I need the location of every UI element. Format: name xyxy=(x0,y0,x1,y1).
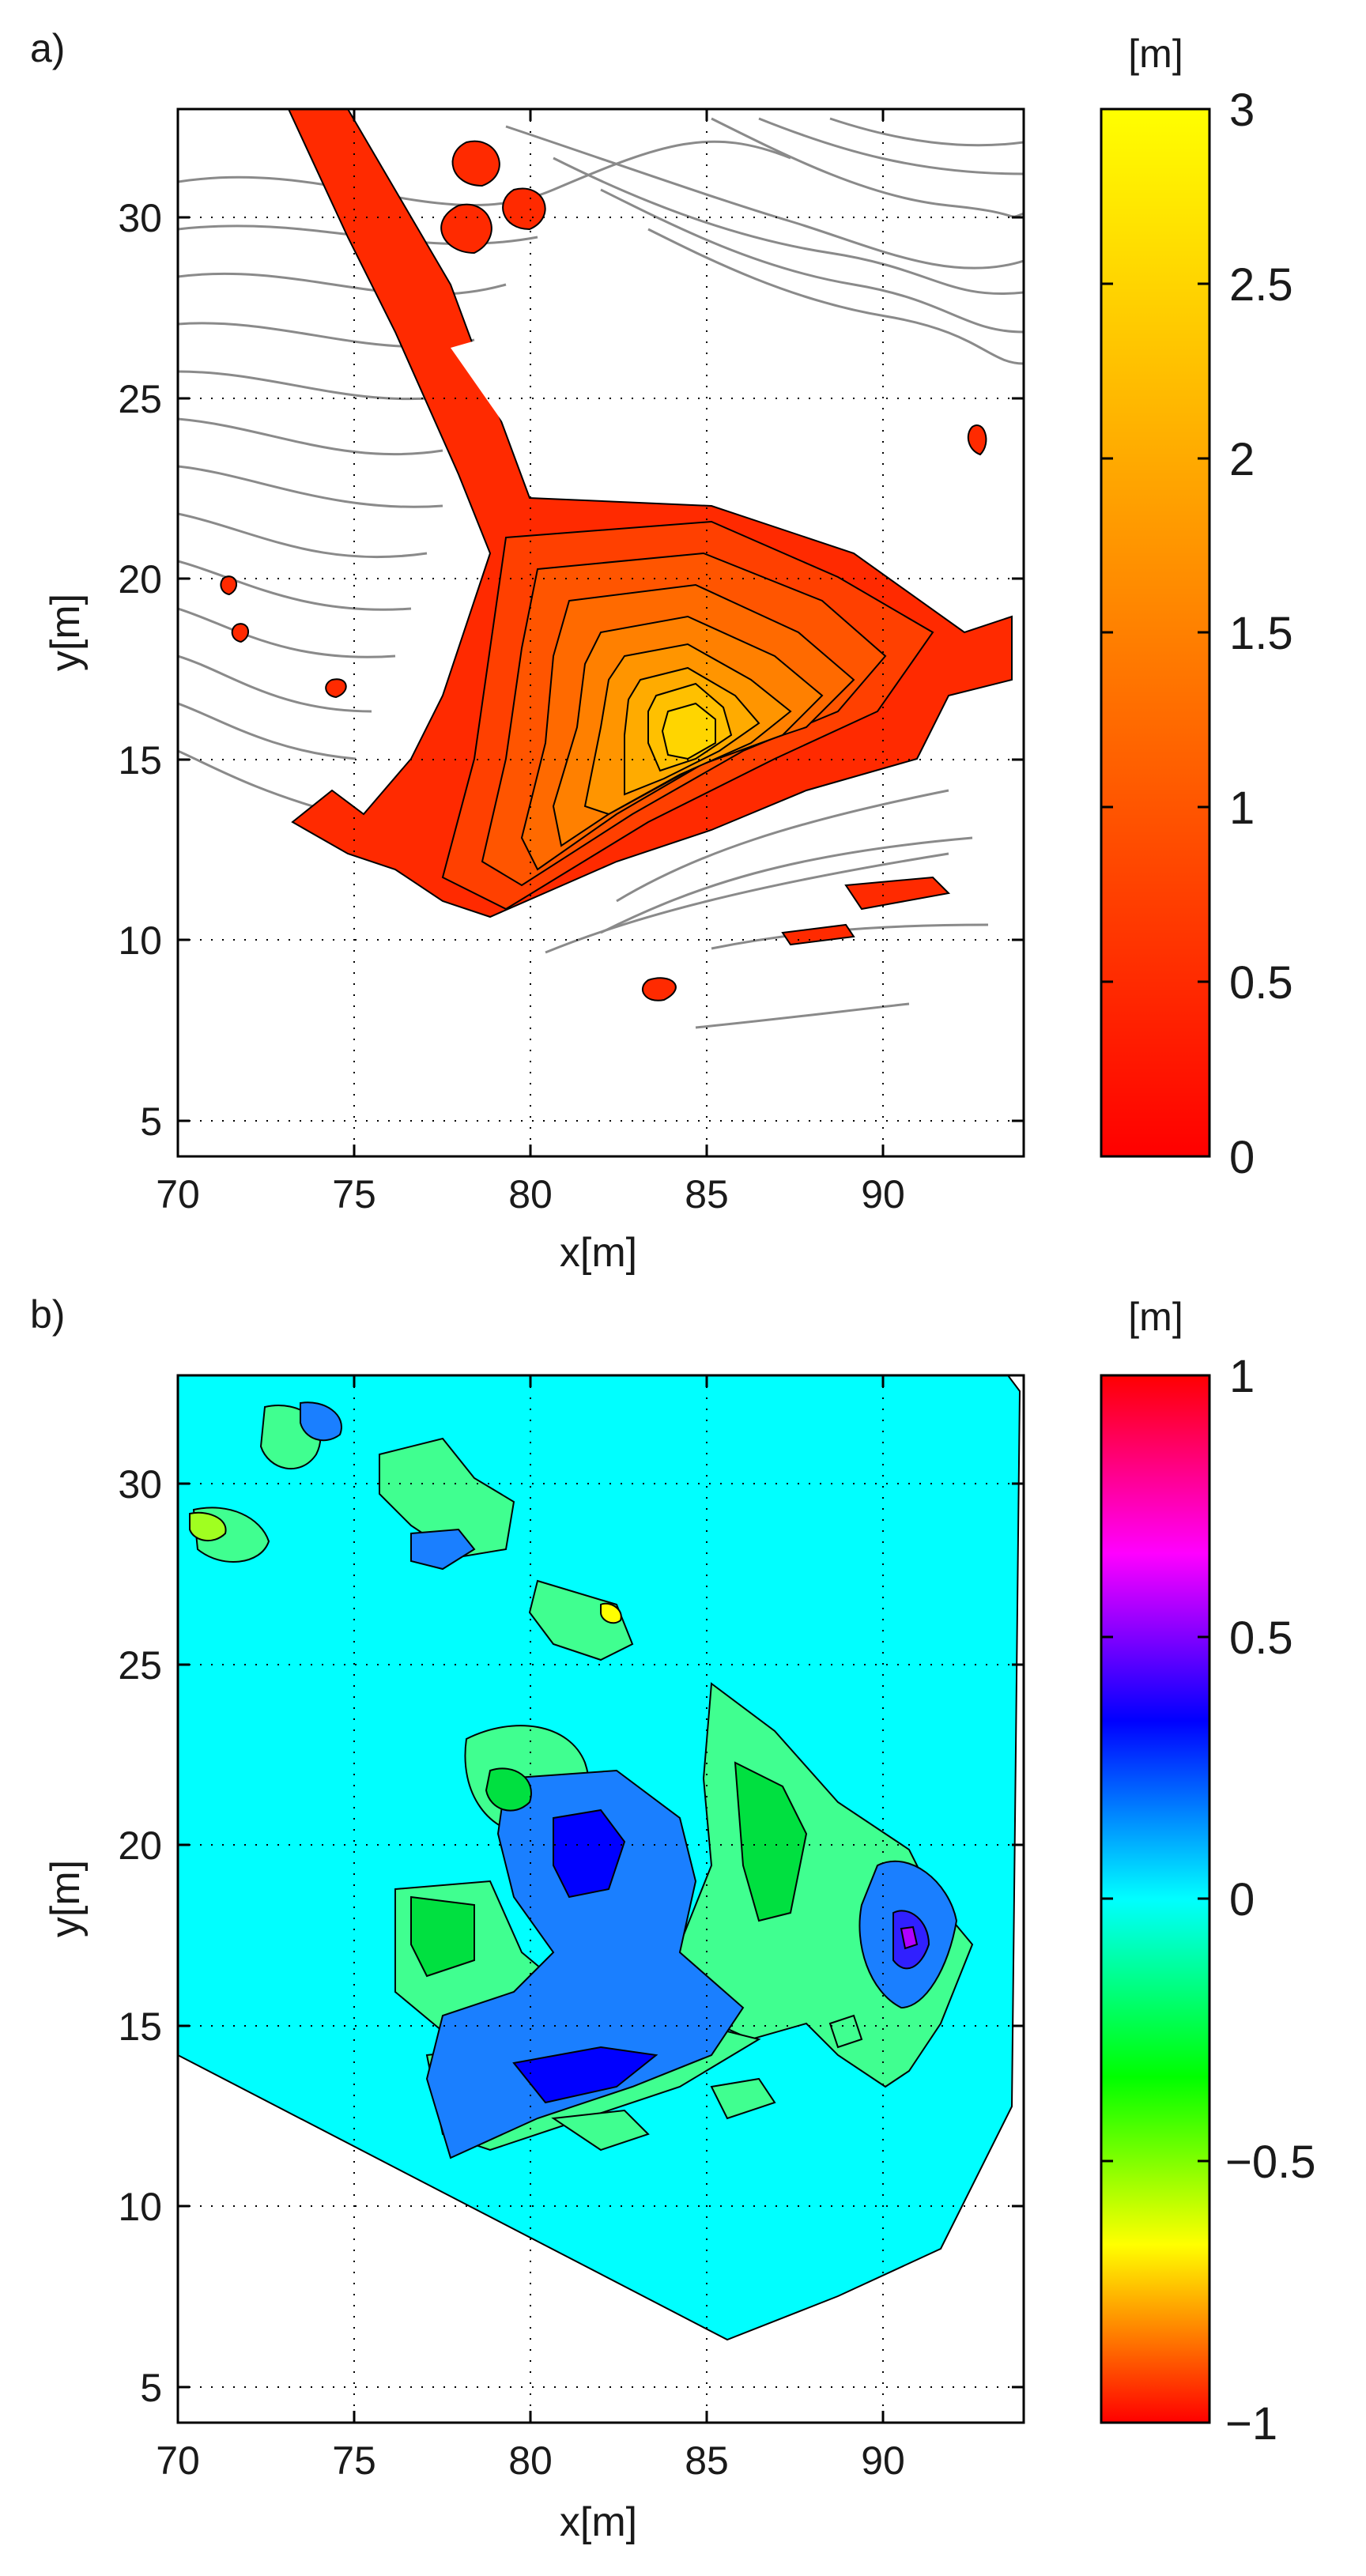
colorbar-tick-label: 0.5 xyxy=(1229,957,1293,1009)
colorbar-tick-labels: 0 0.5 1 1.5 2 2.5 3 xyxy=(1229,85,1293,1183)
panel-b-frame xyxy=(176,1374,1025,2424)
y-tick-label: 25 xyxy=(118,1643,162,1688)
colorbar-unit: [m] xyxy=(1128,1295,1183,1339)
panel-b-y-tick-labels: 5 10 15 20 25 30 xyxy=(118,1462,162,2410)
panel-a-frame xyxy=(176,107,1025,1158)
y-tick-label: 5 xyxy=(140,2366,162,2410)
colorbar-tick-label: −1 xyxy=(1225,2398,1277,2450)
panel-a-x-tick-labels: 70 75 80 85 90 xyxy=(156,1172,905,1216)
panel-a-plot-area xyxy=(178,109,1024,1156)
colorbar-tick-label: 1 xyxy=(1229,1351,1255,1402)
y-axis-label: y[m] xyxy=(43,594,89,671)
colorbar-tick-label: 0 xyxy=(1229,1132,1255,1183)
x-tick-label: 90 xyxy=(861,2438,905,2483)
y-tick-label: 15 xyxy=(118,738,162,783)
y-tick-label: 30 xyxy=(118,196,162,240)
colorbar-tick-label: 0.5 xyxy=(1229,1612,1293,1664)
panel-a-y-ticks xyxy=(178,216,1024,1122)
colorbar-gradient xyxy=(1100,1374,1211,2424)
y-tick-label: 15 xyxy=(118,2005,162,2049)
x-tick-label: 80 xyxy=(508,1172,553,1216)
panel-b-label: b) xyxy=(30,1292,65,1337)
colorbar-tick-label: 2.5 xyxy=(1229,259,1293,311)
colorbar-a: [m] 0 0.5 1 1.5 2 2.5 3 xyxy=(1100,32,1293,1183)
height-contours xyxy=(441,520,934,911)
colorbar-tick-label: 3 xyxy=(1229,85,1255,136)
colorbar-tick-label: 1.5 xyxy=(1229,608,1293,659)
colorbar-unit: [m] xyxy=(1128,32,1183,76)
y-tick-label: 5 xyxy=(140,1099,162,1144)
colorbar-tick-label: −0.5 xyxy=(1225,2137,1316,2188)
panel-b-x-ticks xyxy=(176,1375,885,2423)
y-tick-label: 30 xyxy=(118,1462,162,1507)
x-axis-label: x[m] xyxy=(560,2499,637,2545)
panel-a-label: a) xyxy=(30,26,65,70)
y-tick-label: 20 xyxy=(118,1824,162,1868)
colorbar-tick-label: 0 xyxy=(1229,1874,1255,1925)
panel-b-plot-area xyxy=(178,1375,1024,2423)
panel-b: b) xyxy=(30,1292,1316,2545)
colorbar-tick-label: 2 xyxy=(1229,434,1255,485)
y-tick-label: 20 xyxy=(118,557,162,602)
y-tick-label: 10 xyxy=(118,918,162,963)
panel-b-x-tick-labels: 70 75 80 85 90 xyxy=(156,2438,905,2483)
panel-a-y-tick-labels: 5 10 15 20 25 30 xyxy=(118,196,162,1144)
y-axis-label: y[m] xyxy=(43,1860,89,1937)
colorbar-b: [m] −1 −0.5 0 0.5 1 xyxy=(1100,1295,1316,2450)
colorbar-tick-labels: −1 −0.5 0 0.5 1 xyxy=(1225,1351,1316,2450)
y-tick-label: 25 xyxy=(118,377,162,421)
x-tick-label: 75 xyxy=(332,1172,376,1216)
x-tick-label: 90 xyxy=(861,1172,905,1216)
x-axis-label: x[m] xyxy=(560,1230,637,1276)
x-tick-label: 85 xyxy=(685,2438,729,2483)
colorbar-tick-label: 1 xyxy=(1229,783,1255,834)
y-tick-label: 10 xyxy=(118,2185,162,2229)
x-tick-label: 70 xyxy=(156,2438,200,2483)
panel-b-y-ticks xyxy=(178,1482,1024,2389)
x-tick-label: 70 xyxy=(156,1172,200,1216)
x-tick-label: 75 xyxy=(332,2438,376,2483)
colorbar-ticks xyxy=(1101,107,1209,1158)
panel-a-x-ticks xyxy=(176,109,885,1156)
colorbar-ticks xyxy=(1101,1374,1209,2424)
x-tick-label: 80 xyxy=(508,2438,553,2483)
panel-a: a) xyxy=(30,26,1293,1276)
change-regions xyxy=(189,1401,974,2159)
colorbar-gradient xyxy=(1100,107,1211,1158)
x-tick-label: 85 xyxy=(685,1172,729,1216)
